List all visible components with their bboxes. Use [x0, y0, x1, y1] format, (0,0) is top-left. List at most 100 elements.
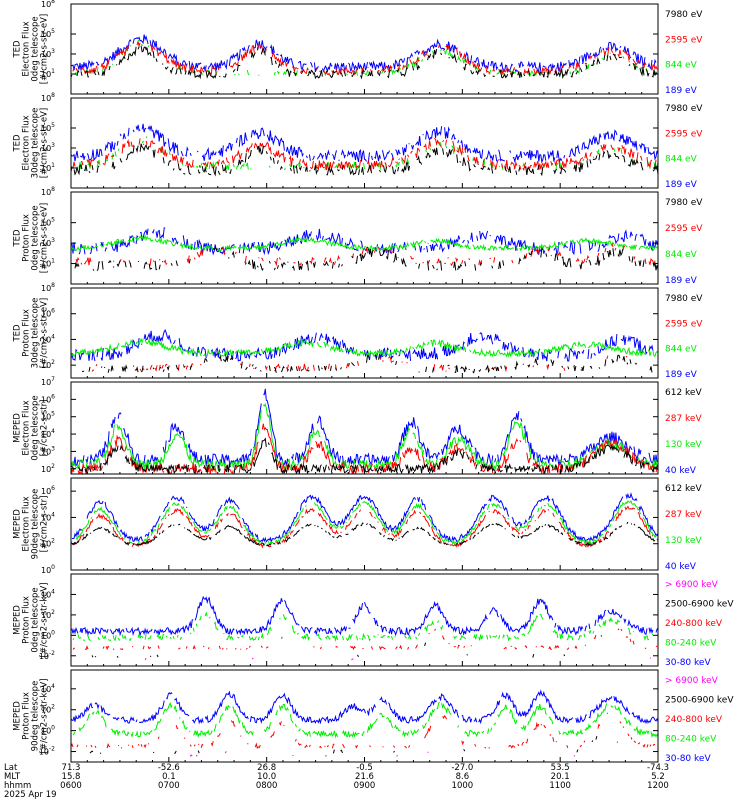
y-tick-label: 103: [41, 237, 55, 248]
y-axis-label-line: MEPED: [13, 605, 23, 635]
y-axis-label-line: [#/cm2-s-str-eV]: [40, 203, 50, 273]
legend-entry: 612 keV: [665, 388, 702, 398]
x-tick-label-lat: 53.5: [551, 763, 570, 773]
y-tick-exponent: 4: [51, 428, 55, 435]
legend-entry: 2500-6900 keV: [665, 696, 734, 706]
y-axis-label-line: Electron Flux: [22, 400, 32, 455]
y-axis-label-line: Proton Flux: [22, 692, 32, 740]
y-tick-exponent: 8: [51, 186, 55, 193]
y-tick-exponent: 3: [51, 142, 55, 149]
y-axis-label-line: Electron Flux: [22, 115, 32, 170]
panel-frame: [70, 669, 659, 763]
y-tick-exponent: 1: [51, 162, 55, 169]
y-axis-label-line: TED: [13, 324, 23, 343]
y-tick-label: 105: [41, 28, 55, 39]
x-tick-label-lat: -27.0: [451, 763, 473, 773]
y-tick-label: 100: [41, 725, 55, 736]
y-tick-exponent: 3: [51, 48, 55, 55]
y-tick-label: 10-2: [39, 746, 55, 757]
y-tick-exponent: 2: [51, 609, 55, 616]
legend-entry: 189 eV: [665, 276, 698, 286]
y-tick-exponent: 0: [51, 725, 55, 732]
y-tick-exponent: 6: [51, 485, 55, 492]
legend-entry: 844 eV: [665, 155, 698, 165]
y-tick-label: 106: [41, 308, 55, 319]
y-tick-exponent: -2: [49, 650, 55, 657]
y-tick-label: 103: [41, 142, 55, 153]
y-tick-label: 102: [41, 609, 55, 620]
series-line-green: [70, 234, 659, 252]
legend-entry: 287 keV: [665, 510, 702, 520]
y-axis-label-line: 0deg telescope: [31, 395, 41, 460]
x-tick-label-hhmm: 0600: [60, 781, 82, 791]
series-line-red: [72, 628, 658, 651]
series-line-green: [74, 39, 659, 78]
legend-entry: 844 eV: [665, 345, 698, 355]
x-tick-label-hhmm: 1000: [452, 781, 474, 791]
series-line-black: [92, 636, 653, 658]
legend-entry: 130 keV: [665, 536, 702, 546]
x-axis-row-label: hhmm: [4, 781, 31, 791]
legend-entry: 80-240 keV: [665, 639, 717, 649]
legend-entry: 2595 eV: [665, 35, 703, 45]
y-tick-exponent: 5: [51, 217, 55, 224]
y-axis-label: MEPED Proton Flux 0deg telescope [#/cm2-s-s…: [13, 583, 50, 658]
y-axis-label-line: 0deg telescope: [31, 16, 41, 81]
series-line-blue: [70, 595, 659, 637]
y-tick-exponent: 5: [51, 411, 55, 418]
panel-frame: [70, 287, 659, 379]
y-tick-exponent: 2: [51, 463, 55, 470]
y-tick-label: 104: [41, 683, 55, 694]
y-tick-exponent: 5: [51, 122, 55, 129]
x-tick-label-mlt: 10.0: [257, 772, 276, 782]
x-tick-label-lat: -74.3: [647, 763, 669, 773]
y-tick-label: 104: [41, 428, 55, 439]
panel-frame: [70, 573, 659, 667]
y-axis-label-line: Proton Flux: [22, 309, 32, 357]
y-tick-label: 102: [41, 538, 55, 549]
x-tick-label-lat: 26.8: [257, 763, 276, 773]
y-tick-exponent: 4: [51, 683, 55, 690]
y-axis-label-line: Proton Flux: [22, 596, 32, 644]
panel-3: 101 103 105 108 TED Proton Flux 0deg telescope…: [13, 186, 704, 286]
x-tick-label-hhmm: 0800: [256, 781, 278, 791]
panel-4: 102 104 106 108 TED Proton Flux 30deg telescop…: [13, 282, 704, 380]
y-tick-exponent: 4: [51, 588, 55, 595]
series-line-blue: [70, 123, 659, 164]
y-tick-label: 100: [41, 629, 55, 640]
y-tick-exponent: 6: [51, 393, 55, 400]
x-tick-label-lat: -0.5: [356, 763, 373, 773]
y-tick-label: 108: [41, 0, 55, 9]
y-tick-label: 105: [41, 411, 55, 422]
y-axis-label-line: MEPED: [13, 413, 23, 443]
y-axis-label-line: 0deg telescope: [31, 205, 41, 270]
x-tick-label-lat: -52.6: [158, 763, 180, 773]
x-tick-label-mlt: 8.6: [456, 772, 470, 782]
y-axis-label: MEPED Electron Flux 90deg telescope [#/cm2-…: [13, 489, 50, 560]
y-tick-exponent: 0: [51, 564, 55, 571]
y-tick-exponent: 2: [51, 538, 55, 545]
y-tick-label: 108: [41, 186, 55, 197]
y-tick-exponent: 1: [51, 258, 55, 265]
y-tick-label: 101: [41, 68, 55, 79]
y-tick-label: 100: [41, 564, 55, 575]
y-tick-label: 103: [41, 48, 55, 59]
y-axis-label-line: 30deg telescope: [31, 298, 41, 369]
x-tick-label-hhmm: 0700: [158, 781, 180, 791]
panel-frame: [70, 191, 659, 285]
y-axis-label-line: Electron Flux: [22, 496, 32, 551]
legend-entry: 240-800 keV: [665, 715, 723, 725]
y-tick-label: 101: [41, 162, 55, 173]
y-tick-exponent: 5: [51, 28, 55, 35]
panel-2: 101 103 105 108 TED Electron Flux 30deg telesc…: [13, 92, 704, 190]
legend-entry: 7980 eV: [665, 198, 703, 208]
x-axis-row-label: Lat: [4, 763, 18, 773]
y-axis-label: TED Proton Flux 0deg telescope [#/cm2-s-str…: [13, 203, 50, 273]
legend-entry: 40 keV: [665, 562, 697, 572]
legend-entry: 2595 eV: [665, 319, 703, 329]
series-line-red: [92, 356, 658, 372]
y-axis-label-line: 90deg telescope: [31, 489, 41, 560]
legend-entry: 2595 eV: [665, 129, 703, 139]
series-line-green: [73, 613, 657, 640]
